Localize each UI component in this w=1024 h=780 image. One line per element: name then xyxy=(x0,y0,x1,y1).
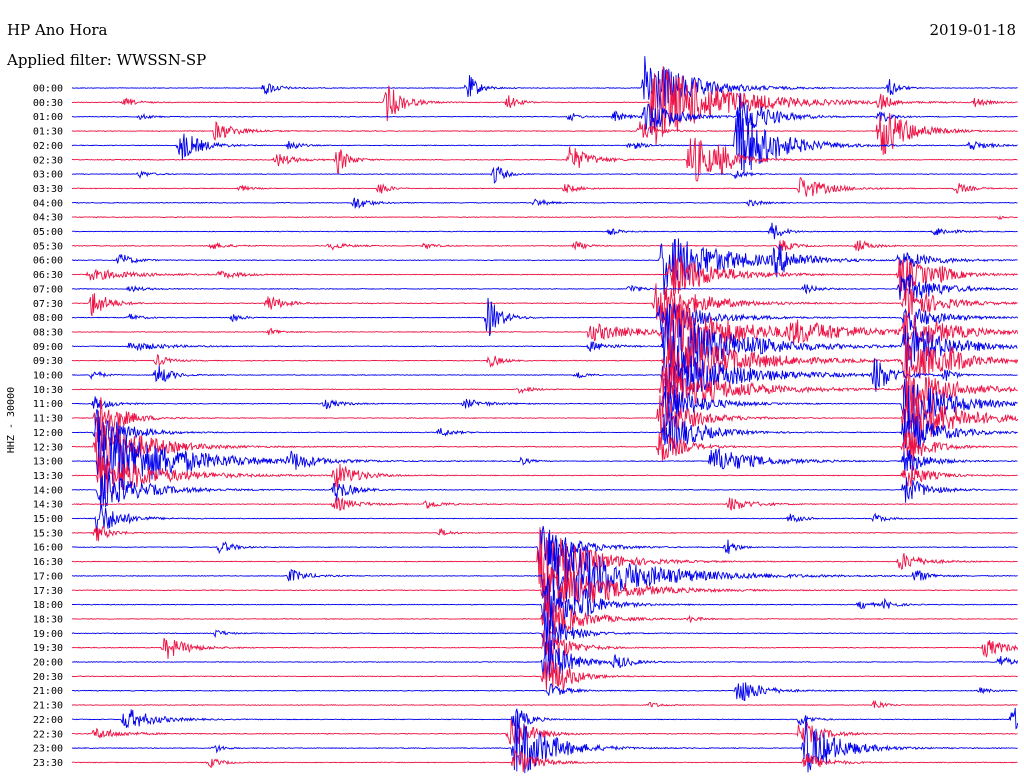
row-time-label: 17:00 xyxy=(33,571,63,582)
seismic-trace xyxy=(71,426,1018,503)
seismic-trace xyxy=(71,378,1018,430)
row-time-label: 14:00 xyxy=(33,485,63,496)
row-time-label: 21:00 xyxy=(33,686,63,697)
trace-rows: 00:00 00:30 01:00 01:30 02:00 02:30 03:00 03:30… xyxy=(33,56,1019,774)
row-time-label: 23:30 xyxy=(33,758,63,769)
seismic-trace xyxy=(71,473,1018,510)
seismic-trace xyxy=(71,527,1018,599)
y-axis-label: HHZ - 30000 xyxy=(6,387,17,453)
seismic-trace xyxy=(71,565,1018,620)
seismic-trace xyxy=(71,408,1018,452)
plot-date: 2019-01-18 xyxy=(930,21,1016,39)
seismic-trace xyxy=(71,699,1018,709)
row-time-label: 09:00 xyxy=(33,342,63,353)
seismic-trace xyxy=(71,526,1018,542)
row-time-label: 11:00 xyxy=(33,399,63,410)
filter-label: Applied filter: WWSSN-SP xyxy=(6,51,206,69)
row-time-label: 20:00 xyxy=(33,658,63,669)
row-time-label: 05:30 xyxy=(33,241,63,252)
seismic-trace xyxy=(71,660,1018,691)
seismic-trace xyxy=(72,682,1018,702)
row-time-label: 08:00 xyxy=(33,313,63,324)
row-time-label: 16:30 xyxy=(33,557,63,568)
row-time-label: 19:30 xyxy=(33,643,63,654)
seismic-trace xyxy=(71,197,1018,209)
seismic-trace xyxy=(71,630,1019,665)
row-time-label: 05:00 xyxy=(33,227,63,238)
row-time-label: 01:00 xyxy=(33,112,63,123)
seismic-trace xyxy=(71,112,1018,156)
row-time-label: 07:00 xyxy=(33,284,63,295)
seismic-trace xyxy=(71,283,1018,324)
row-time-label: 03:00 xyxy=(33,170,63,181)
row-time-label: 07:30 xyxy=(33,299,63,310)
row-time-label: 03:30 xyxy=(33,184,63,195)
row-time-label: 08:30 xyxy=(33,327,63,338)
row-time-label: 12:00 xyxy=(33,428,63,439)
seismic-trace xyxy=(71,593,1018,636)
seismic-trace xyxy=(72,254,1018,296)
seismic-trace xyxy=(71,238,1018,295)
row-time-label: 13:30 xyxy=(33,471,63,482)
row-time-label: 19:00 xyxy=(33,629,63,640)
seismic-trace xyxy=(71,504,1018,532)
row-time-label: 04:30 xyxy=(33,213,63,224)
seismic-trace xyxy=(72,526,1018,567)
seismic-trace xyxy=(71,166,1018,184)
seismic-trace xyxy=(72,366,1018,415)
seismic-trace xyxy=(71,297,1018,337)
row-time-label: 11:30 xyxy=(33,414,63,425)
row-time-label: 04:00 xyxy=(33,198,63,209)
row-time-label: 12:30 xyxy=(33,442,63,453)
seismic-trace xyxy=(71,750,1018,773)
row-time-label: 22:00 xyxy=(33,715,63,726)
seismic-trace xyxy=(71,56,1018,110)
seismic-trace xyxy=(71,355,1018,405)
row-time-label: 18:30 xyxy=(33,614,63,625)
seismic-trace xyxy=(71,107,1018,176)
seismic-trace xyxy=(72,497,1018,512)
row-time-label: 13:00 xyxy=(33,457,63,468)
seismic-trace xyxy=(71,274,1018,303)
seismic-trace xyxy=(71,303,1019,365)
seismic-trace xyxy=(71,707,1019,730)
row-time-label: 14:30 xyxy=(33,500,63,511)
row-time-label: 02:00 xyxy=(33,141,63,152)
row-time-label: 22:30 xyxy=(33,729,63,740)
seismic-trace xyxy=(71,610,1018,652)
row-time-label: 16:00 xyxy=(33,543,63,554)
seismic-trace xyxy=(72,416,1018,474)
row-time-label: 15:00 xyxy=(33,514,63,525)
seismic-trace xyxy=(72,328,1019,392)
seismic-trace xyxy=(71,310,1018,378)
row-time-label: 10:30 xyxy=(33,385,63,396)
seismic-trace xyxy=(72,66,1018,146)
row-time-label: 17:30 xyxy=(33,586,63,597)
row-time-label: 18:00 xyxy=(33,600,63,611)
row-time-label: 21:30 xyxy=(33,701,63,712)
row-time-label: 02:30 xyxy=(33,155,63,166)
seismic-trace xyxy=(72,222,1018,240)
seismic-trace xyxy=(71,137,1018,182)
seismic-trace xyxy=(72,176,1018,197)
row-time-label: 06:00 xyxy=(33,256,63,267)
station-title: HP Ano Hora xyxy=(7,21,108,39)
seismic-trace xyxy=(71,381,1019,443)
seismic-trace xyxy=(71,214,1018,220)
seismic-trace xyxy=(72,240,1018,252)
row-time-label: 01:30 xyxy=(33,127,63,138)
row-time-label: 10:00 xyxy=(33,371,63,382)
row-time-label: 20:30 xyxy=(33,672,63,683)
seismic-trace xyxy=(71,711,1018,774)
seismic-trace xyxy=(71,92,1018,140)
seismic-trace xyxy=(71,640,1019,680)
row-time-label: 00:30 xyxy=(33,98,63,109)
row-time-label: 09:30 xyxy=(33,356,63,367)
row-time-label: 23:00 xyxy=(33,744,63,755)
row-time-label: 06:30 xyxy=(33,270,63,281)
row-time-label: 15:30 xyxy=(33,528,63,539)
seismic-trace xyxy=(71,455,1018,496)
row-time-label: 00:00 xyxy=(33,84,63,95)
